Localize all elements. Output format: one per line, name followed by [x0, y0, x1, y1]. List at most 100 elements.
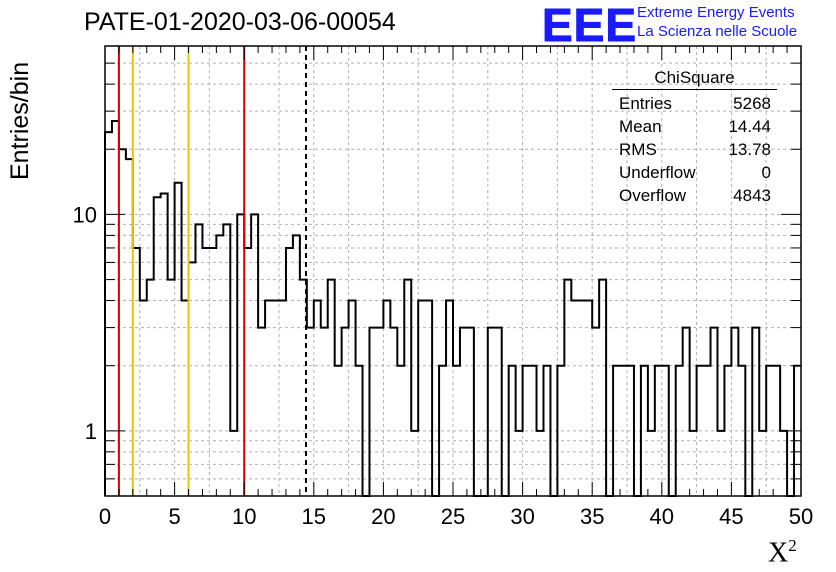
stats-value: 14.44 [728, 117, 771, 136]
histogram-bin [516, 431, 523, 496]
stats-label: Underflow [619, 163, 696, 182]
histogram-bin [690, 431, 697, 496]
y-axis-label: Entries/bin [6, 61, 34, 180]
histogram-bin [237, 214, 244, 496]
x-tick-label: 5 [168, 504, 180, 529]
stats-label: RMS [619, 140, 657, 159]
histogram-bin [766, 366, 773, 496]
y-tick-label: 10 [73, 202, 97, 227]
histogram-bin [592, 328, 599, 496]
stats-value: 0 [761, 163, 771, 182]
histogram-bin [738, 366, 745, 496]
histogram-bin [356, 366, 363, 496]
histogram-bin [662, 366, 669, 496]
stats-row-entries: Entries 5268 [612, 92, 777, 115]
histogram-bin [383, 301, 390, 496]
x-axis-label-base: X [768, 537, 789, 569]
eee-logo-mark: EEE [541, 0, 638, 52]
histogram-bin [627, 366, 634, 496]
histogram-bin [168, 280, 175, 496]
x-tick-label: 10 [232, 504, 256, 529]
histogram-bin [495, 328, 502, 496]
histogram-bin [105, 132, 112, 496]
histogram-bin [230, 431, 237, 496]
histogram-bin [376, 328, 383, 496]
histogram-bin [119, 149, 126, 496]
x-tick-label: 20 [371, 504, 395, 529]
x-tick-label: 25 [441, 504, 465, 529]
histogram-bin [523, 366, 530, 496]
x-axis-label-sup: 2 [788, 536, 797, 555]
histogram-bin [147, 280, 154, 496]
stats-row-underflow: Underflow 0 [612, 161, 777, 184]
histogram-bin [599, 280, 606, 496]
histogram-bin [759, 431, 766, 496]
x-tick-label: 45 [719, 504, 743, 529]
stats-value: 4843 [733, 186, 771, 205]
histogram-bin [557, 366, 564, 496]
histogram-bin [293, 235, 300, 496]
histogram-bin [140, 301, 147, 496]
logo-line-1: Extreme Energy Events [637, 4, 795, 21]
stats-title: ChiSquare [612, 68, 777, 90]
stats-label: Mean [619, 117, 662, 136]
x-tick-label: 0 [99, 504, 111, 529]
histogram-bin [641, 366, 648, 496]
histogram-bin [328, 280, 335, 496]
histogram-bin [209, 248, 216, 496]
x-axis-label: X2 [768, 536, 797, 569]
stats-label: Entries [619, 94, 672, 113]
histogram-bin [133, 248, 140, 496]
histogram-bin [613, 366, 620, 496]
histogram-bin [314, 301, 321, 496]
histogram-bin [530, 366, 537, 496]
histogram-bin [286, 248, 293, 496]
histogram-bin [195, 224, 202, 496]
chart-title: PATE-01-2020-03-06-00054 [84, 8, 396, 36]
histogram-bin [216, 235, 223, 496]
histogram-bin [578, 301, 585, 496]
histogram-bin [467, 328, 474, 496]
histogram-bin [342, 328, 349, 496]
histogram-bin [425, 301, 432, 496]
histogram-bin [676, 366, 683, 496]
histogram-bin [258, 328, 265, 496]
histogram-bin [752, 328, 759, 496]
logo-line-2: La Scienza nelle Scuole [637, 23, 798, 40]
histogram-outline [104, 120, 801, 497]
x-tick-label: 40 [650, 504, 674, 529]
stats-row-mean: Mean 14.44 [612, 115, 777, 138]
histogram-bin [154, 197, 161, 496]
histogram-bin [731, 328, 738, 496]
histogram-bin [418, 301, 425, 496]
histogram-bin [648, 431, 655, 496]
histogram-bin [244, 248, 251, 496]
histogram-bin [349, 301, 356, 496]
histogram-bin [704, 366, 711, 496]
histogram-bin [335, 366, 342, 496]
histogram-bin [202, 248, 209, 496]
histogram-bin [223, 224, 230, 496]
stats-row-rms: RMS 13.78 [612, 138, 777, 161]
histogram-bin [272, 301, 279, 496]
histogram-bin [620, 366, 627, 496]
histogram-bin [126, 159, 133, 496]
histogram-bin [488, 328, 495, 496]
histogram-bin [404, 280, 411, 496]
histogram-bin [564, 280, 571, 496]
stats-row-overflow: Overflow 4843 [612, 184, 777, 207]
histogram-bin [439, 366, 446, 496]
histogram-bin [369, 328, 376, 496]
histogram-bin [683, 328, 690, 496]
histogram-bin [279, 301, 286, 496]
histogram-bin [724, 366, 731, 496]
stats-value: 13.78 [728, 140, 771, 159]
x-tick-label: 30 [510, 504, 534, 529]
histogram-bin [189, 262, 196, 496]
x-tick-label: 35 [580, 504, 604, 529]
histogram-bin [585, 301, 592, 496]
histogram-bin [537, 431, 544, 496]
histogram-bin [543, 366, 550, 496]
stats-label: Overflow [619, 186, 687, 205]
